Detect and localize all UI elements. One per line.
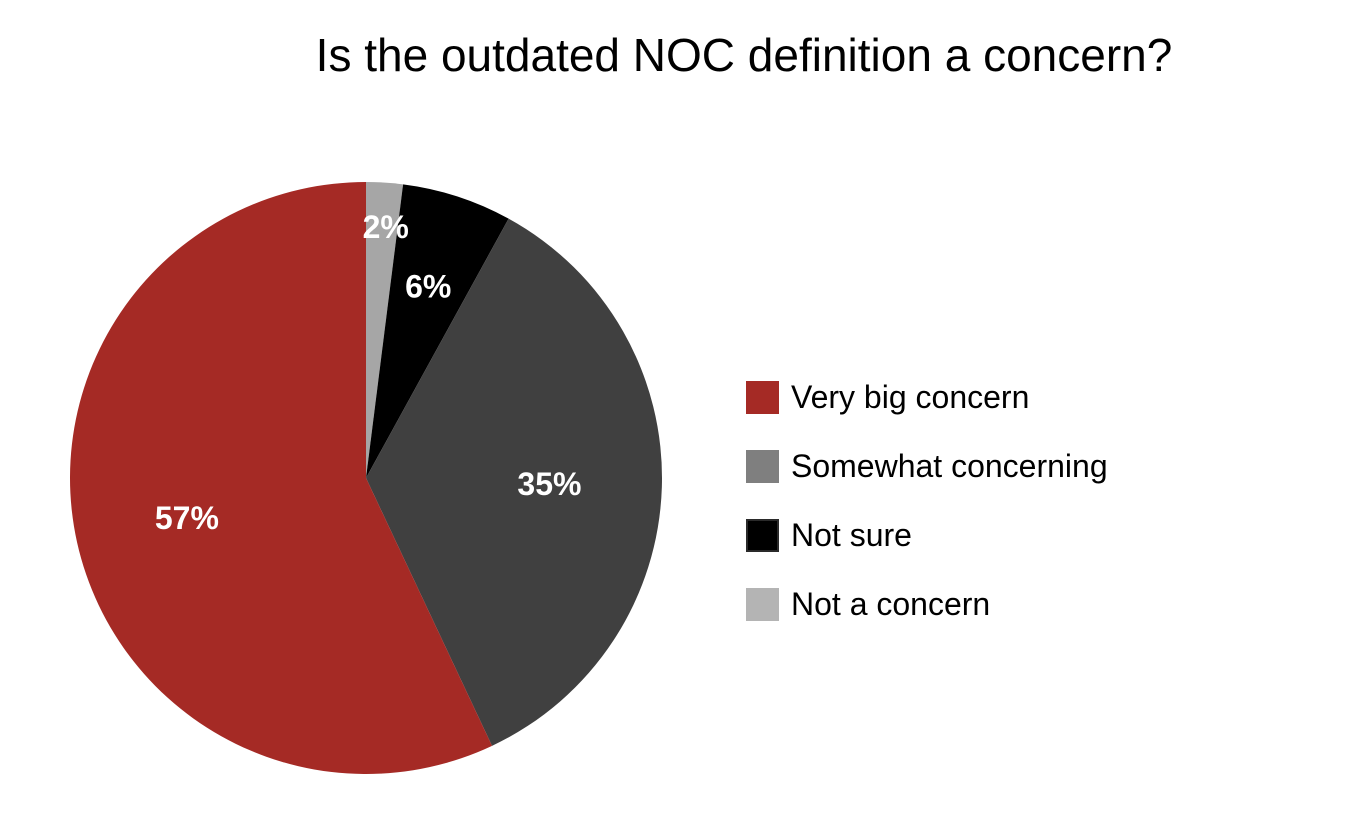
legend-label: Somewhat concerning <box>791 448 1108 484</box>
legend-label: Not sure <box>791 517 912 553</box>
legend-swatch <box>746 588 779 621</box>
data-label-somewhat-concerning: 35% <box>517 466 581 502</box>
legend-label: Very big concern <box>791 379 1030 415</box>
data-label-not-sure: 6% <box>405 269 451 305</box>
legend-item-not-a-concern: Not a concern <box>746 586 1108 622</box>
pie-slice-somewhat-concerning <box>366 218 662 746</box>
pie-slice-very-big-concern <box>69 182 493 774</box>
pie-slices <box>69 182 662 774</box>
legend-label: Not a concern <box>791 586 991 622</box>
legend-item-very-big-concern: Very big concern <box>746 379 1108 415</box>
legend-swatch <box>746 450 779 483</box>
legend-item-somewhat-concerning: Somewhat concerning <box>746 448 1108 484</box>
legend-swatch <box>746 381 779 414</box>
data-label-very-big-concern: 57% <box>155 500 219 536</box>
pie-slice-not-sure <box>366 184 509 478</box>
pie-data-labels: 2% 6% 35% 57% <box>155 209 582 536</box>
legend-item-not-sure: Not sure <box>746 517 1108 553</box>
chart-legend: Very big concern Somewhat concerning Not… <box>746 379 1108 656</box>
legend-swatch <box>746 519 779 552</box>
chart-title: Is the outdated NOC definition a concern… <box>315 29 1173 81</box>
data-label-not-a-concern: 2% <box>363 209 409 245</box>
pie-slice-not-a-concern <box>366 182 404 478</box>
